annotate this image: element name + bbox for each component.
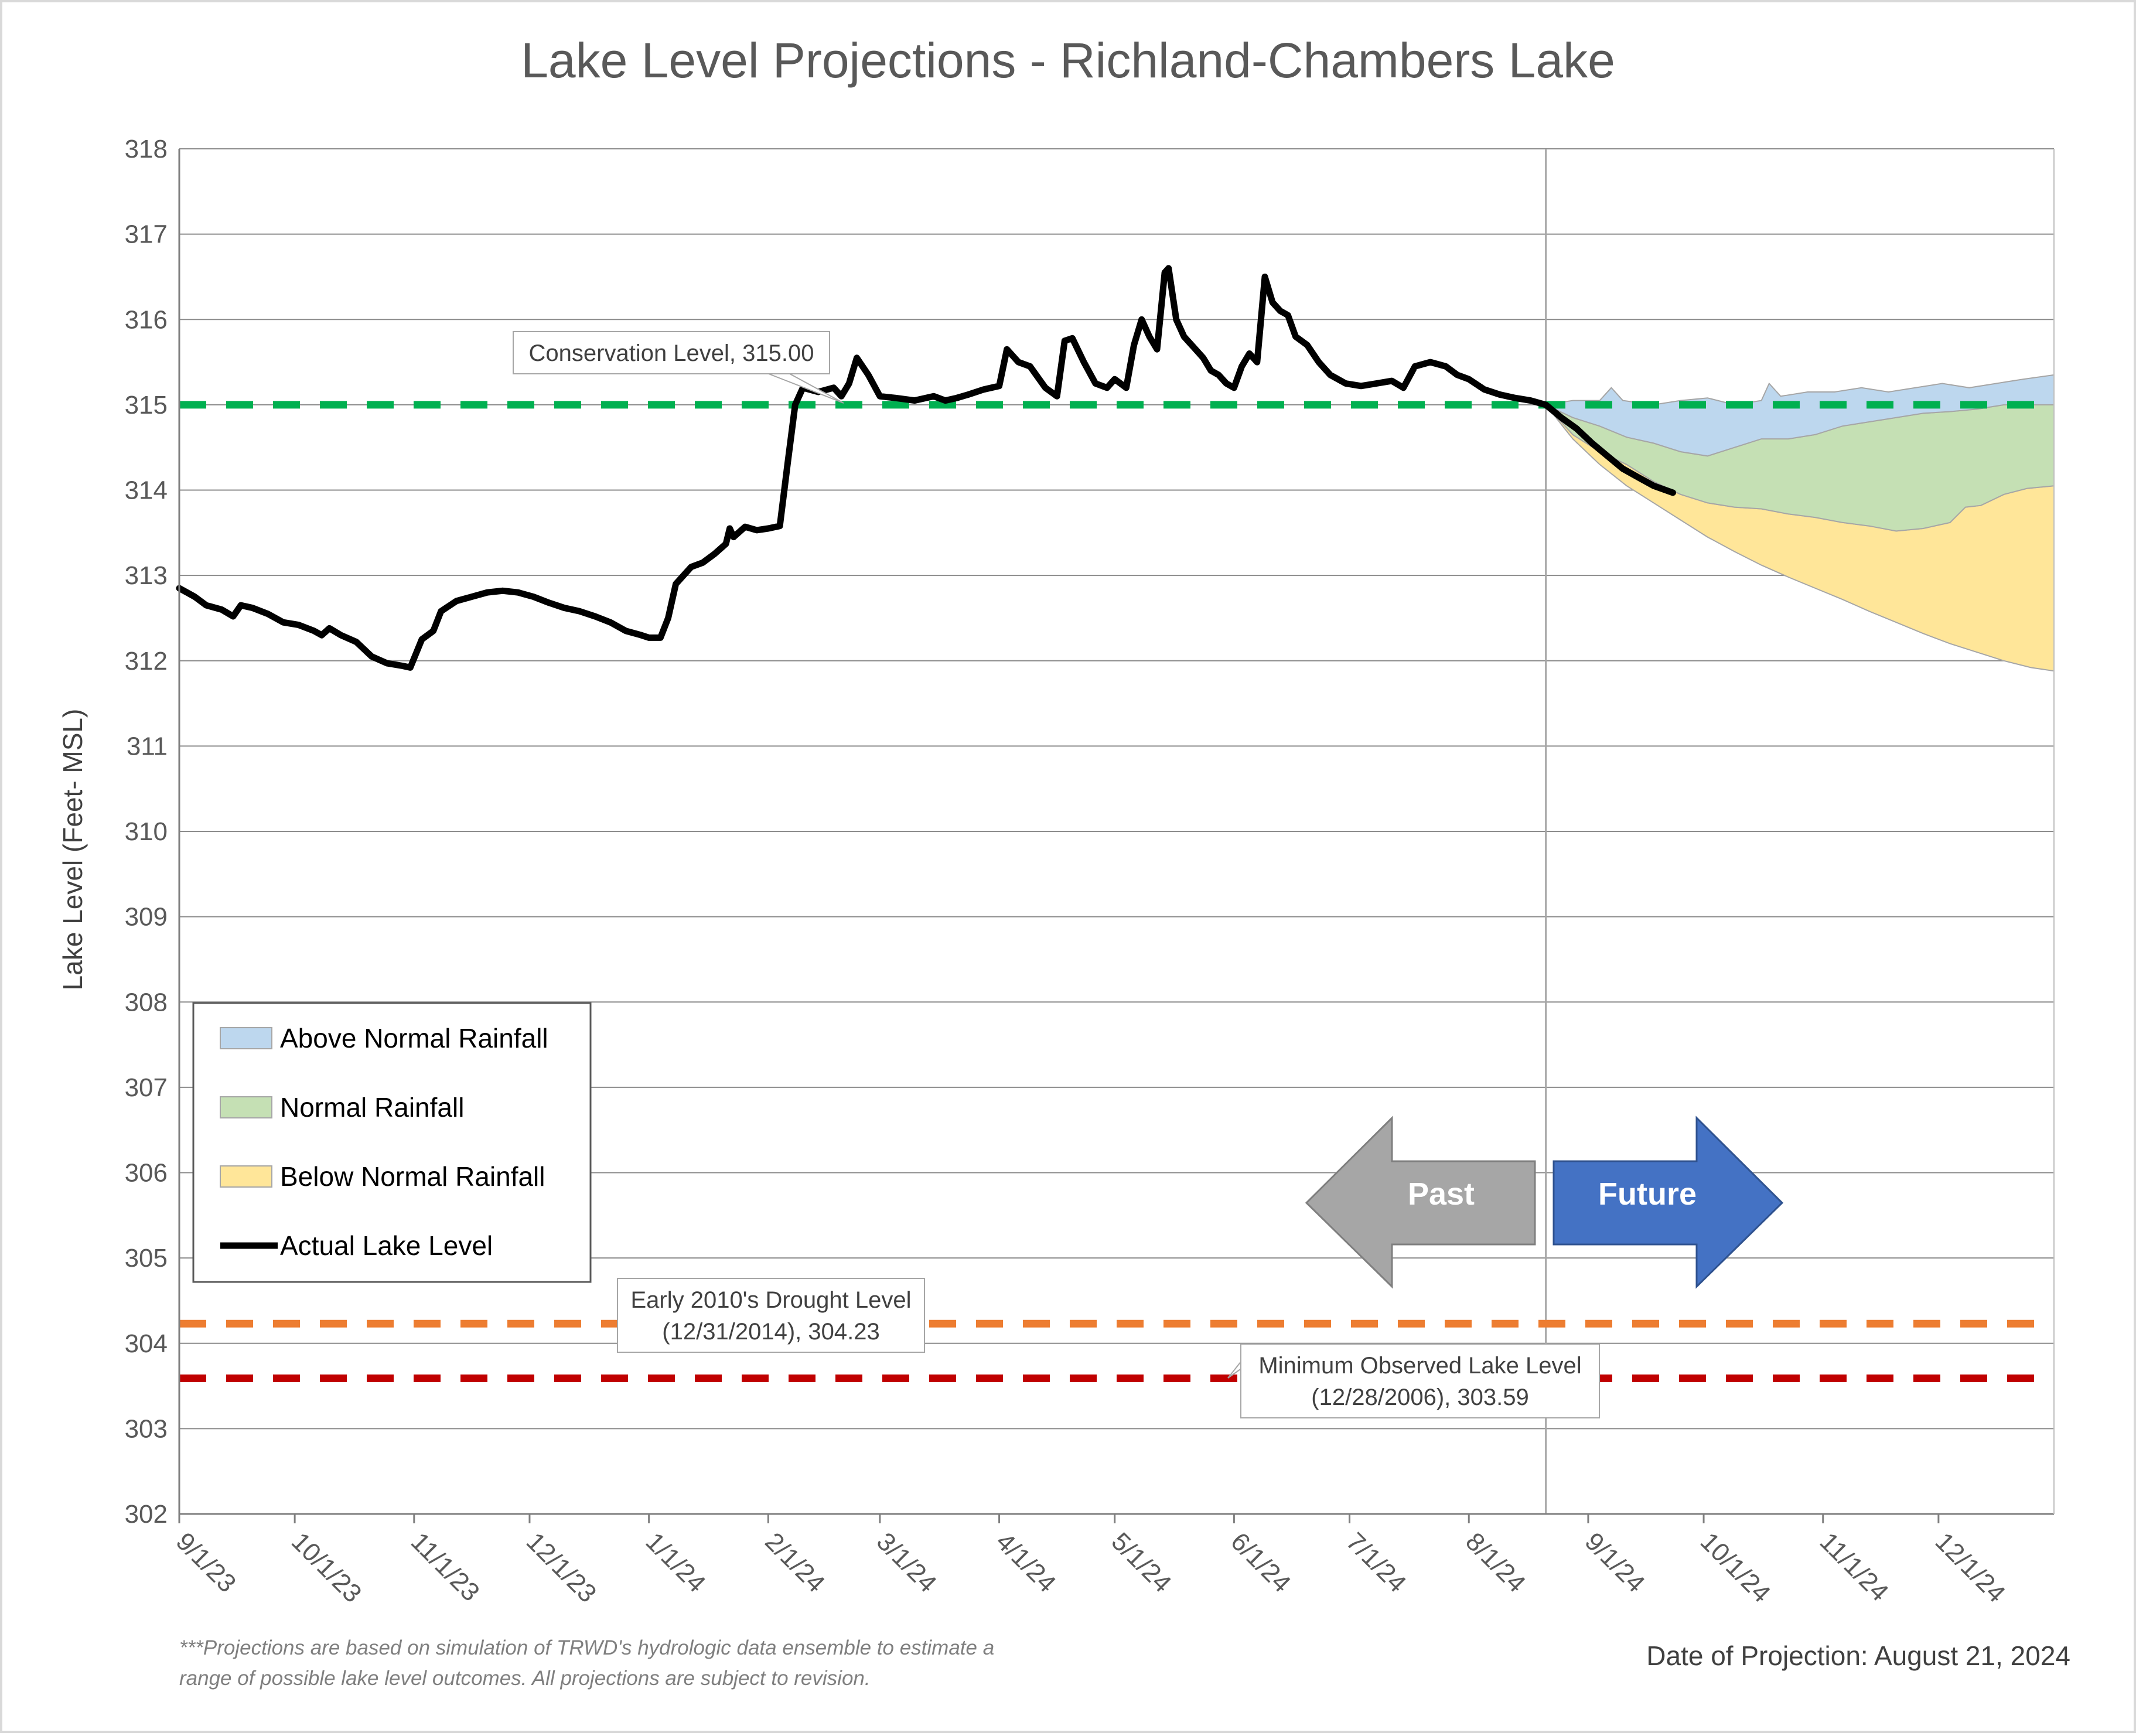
y-tick-label-308: 308 xyxy=(125,988,168,1017)
callout-box xyxy=(617,1278,925,1353)
legend-items: Above Normal Rainfall Normal Rainfall Belo… xyxy=(220,1023,548,1261)
y-tick-label-310: 310 xyxy=(125,817,168,846)
legend-box xyxy=(192,1002,592,1283)
past-arrow: Past xyxy=(1305,1116,1536,1289)
callout-label: Conservation Level, 315.00 xyxy=(529,340,814,366)
callout-label: Minimum Observed Lake Level (12/28/2006),… xyxy=(1258,1353,1581,1410)
y-tick-label-304: 304 xyxy=(125,1329,168,1358)
legend-swatch xyxy=(220,1165,272,1188)
callout-label-line: Early 2010's Drought Level xyxy=(630,1287,911,1313)
y-tick-label-315: 315 xyxy=(125,391,168,419)
y-tick-label-316: 316 xyxy=(125,305,168,334)
legend-swatch xyxy=(220,1096,272,1118)
y-tick-label-312: 312 xyxy=(125,647,168,676)
area-above-normal-rainfall xyxy=(1544,374,2055,457)
future-arrow-label: Future xyxy=(1598,1176,1697,1212)
y-tick-labels: 302 303 304 305 306 307 308 309 310 311 312 313 314 3… xyxy=(125,135,168,1529)
y-tick-label-318: 318 xyxy=(125,135,168,163)
legend-label: Actual Lake Level xyxy=(280,1230,493,1261)
y-tick-label-311: 311 xyxy=(127,732,168,760)
y-tick-label-313: 313 xyxy=(125,561,168,590)
footnote-line-2: range of possible lake level outcomes. A… xyxy=(179,1667,871,1690)
callout-303-59: Minimum Observed Lake Level (12/28/2006),… xyxy=(1227,1343,1600,1418)
callout-label-line: (12/28/2006), 303.59 xyxy=(1311,1384,1528,1410)
past-future-arrows: Past Future xyxy=(1305,1116,1784,1289)
reference-lines xyxy=(179,401,2054,1382)
legend-label: Normal Rainfall xyxy=(280,1092,464,1123)
reference-callouts: Conservation Level, 315.00 Early 2010's D… xyxy=(513,331,1600,1418)
y-axis-label: Lake Level (Feet- MSL) xyxy=(57,709,88,991)
future-arrow-shape xyxy=(1552,1116,1784,1289)
legend-item-actual-lake-level: Actual Lake Level xyxy=(220,1230,493,1261)
date-of-projection: Date of Projection: August 21, 2024 xyxy=(1646,1640,2070,1671)
y-tick-label-303: 303 xyxy=(125,1414,168,1443)
past-arrow-label: Past xyxy=(1408,1176,1475,1212)
callout-315: Conservation Level, 315.00 xyxy=(513,331,844,404)
callout-label-line: (12/31/2014), 304.23 xyxy=(662,1319,879,1345)
y-tick-label-306: 306 xyxy=(125,1159,168,1188)
actual-level-layer xyxy=(176,265,1676,671)
callout-box xyxy=(1240,1343,1600,1418)
callout-pointer xyxy=(768,373,844,404)
callout-box xyxy=(513,331,830,374)
future-arrow: Future xyxy=(1552,1116,1784,1289)
legend-item-normal-rainfall: Normal Rainfall xyxy=(220,1092,464,1123)
callout-label: Early 2010's Drought Level (12/31/2014), … xyxy=(630,1287,911,1345)
y-tick-label-309: 309 xyxy=(125,903,168,932)
y-tick-label-305: 305 xyxy=(125,1244,168,1273)
legend-label: Below Normal Rainfall xyxy=(280,1161,545,1192)
projection-areas xyxy=(1544,374,2055,672)
past-arrow-shape xyxy=(1305,1116,1536,1289)
chart-title: Lake Level Projections - Richland-Chambe… xyxy=(521,33,1615,88)
legend-swatch xyxy=(220,1027,272,1049)
y-tick-label-307: 307 xyxy=(125,1073,168,1102)
actual-lake-level-line xyxy=(176,265,1676,671)
legend-label: Above Normal Rainfall xyxy=(280,1023,548,1053)
callout-304-23: Early 2010's Drought Level (12/31/2014), … xyxy=(617,1278,925,1353)
callout-label-line: Conservation Level, 315.00 xyxy=(529,340,814,366)
y-tick-label-317: 317 xyxy=(125,220,168,249)
y-tick-label-302: 302 xyxy=(125,1500,168,1529)
legend-item-below-normal-rainfall: Below Normal Rainfall xyxy=(220,1161,545,1192)
legend-item-above-normal-rainfall: Above Normal Rainfall xyxy=(220,1023,548,1053)
callout-label-line: Minimum Observed Lake Level xyxy=(1258,1353,1581,1379)
legend: Above Normal Rainfall Normal Rainfall Belo… xyxy=(192,1002,592,1283)
axes xyxy=(178,149,2055,1523)
footnote-line-1: ***Projections are based on simulation o… xyxy=(179,1636,994,1659)
y-tick-label-314: 314 xyxy=(125,476,168,505)
